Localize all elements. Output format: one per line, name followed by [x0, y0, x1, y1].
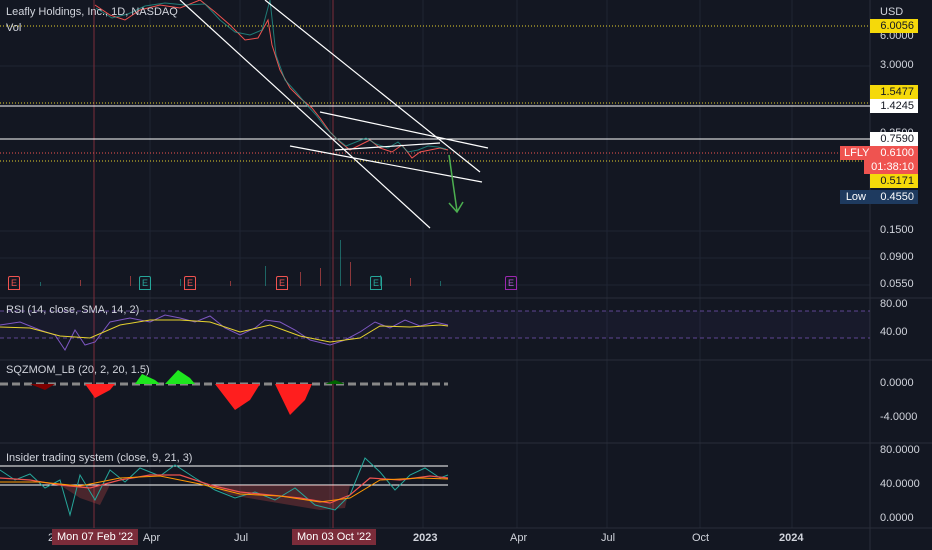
rsi-tick: 80.00: [880, 298, 908, 310]
price-label-1-4245: 1.4245: [870, 99, 918, 113]
insider-tick: 40.0000: [880, 478, 920, 490]
crosshair-date-label: Mon 03 Oct '22: [292, 529, 377, 545]
rsi-tick: 40.00: [880, 326, 908, 338]
time-label: Oct: [692, 532, 710, 544]
insider-pane: [0, 457, 449, 517]
insider-line-slow: [0, 474, 449, 504]
sqzmom-legend[interactable]: SQZMOM_LB (20, 2, 20, 1.5): [6, 364, 150, 376]
sqz-tick: -4.0000: [880, 411, 918, 423]
candle-path-up: [95, 0, 447, 153]
countdown-label: 01:38:10: [864, 160, 918, 174]
rsi-ma-line: [0, 319, 449, 343]
earnings-event-icon[interactable]: E: [370, 276, 382, 290]
trend-lines: [179, 0, 489, 229]
grid-lines: [0, 0, 870, 528]
price-tick: 6.0000: [880, 30, 914, 42]
earnings-event-icon[interactable]: E: [276, 276, 288, 290]
insider-legend[interactable]: Insider trading system (close, 9, 21, 3): [6, 452, 193, 464]
price-label-6-0056: 6.0056: [870, 19, 918, 33]
low-price-label: 0.4550: [870, 190, 918, 204]
rsi-legend[interactable]: RSI (14, close, SMA, 14, 2): [6, 304, 140, 316]
rsi-line: [0, 314, 449, 351]
insider-tick: 80.0000: [880, 444, 920, 456]
price-label-0-5171: 0.5171: [870, 174, 918, 188]
candle-path-down: [94, 0, 449, 159]
future-earnings-event-icon[interactable]: E: [505, 276, 517, 290]
price-label-1-5477: 1.5477: [870, 85, 918, 99]
chart-title[interactable]: Leafly Holdings, Inc., 1D, NASDAQ: [6, 6, 178, 18]
volume-label[interactable]: Vol: [6, 22, 22, 34]
time-label: Apr: [143, 532, 161, 544]
rsi-pane: [0, 310, 870, 351]
forecast-arrow: [448, 154, 464, 214]
currency-label[interactable]: USD: [880, 6, 904, 18]
price-tick: 0.1500: [880, 224, 914, 236]
time-label: Jul: [601, 532, 616, 544]
low-tag: Low: [840, 190, 870, 204]
insider-line-fast: [0, 457, 449, 517]
sqz-tick: 0.0000: [880, 377, 914, 389]
volume-bars: [40, 240, 441, 286]
insider-line-signal: [0, 475, 449, 503]
time-label-year: 2023: [413, 532, 438, 544]
price-tick: 3.0000: [880, 59, 914, 71]
earnings-event-icon[interactable]: E: [139, 276, 151, 290]
price-tick: 0.0900: [880, 251, 914, 263]
earnings-event-icon[interactable]: E: [184, 276, 196, 290]
time-label-year: 2024: [779, 532, 804, 544]
crosshair-date-label: Mon 07 Feb '22: [52, 529, 139, 545]
insider-tick: 0.0000: [880, 512, 914, 524]
price-tick: 0.0550: [880, 278, 914, 290]
horizontal-levels: [0, 25, 870, 162]
time-label: Jul: [234, 532, 249, 544]
highlight-verticals: [93, 0, 334, 528]
earnings-event-icon[interactable]: E: [8, 276, 20, 290]
price-candles: [94, 0, 449, 159]
last-price-label: 0.6100: [864, 146, 918, 160]
time-label: Apr: [510, 532, 528, 544]
price-label-0-7590: 0.7590: [870, 132, 918, 146]
sqz-pane: [0, 370, 448, 415]
symbol-tag: LFLY: [840, 146, 872, 160]
